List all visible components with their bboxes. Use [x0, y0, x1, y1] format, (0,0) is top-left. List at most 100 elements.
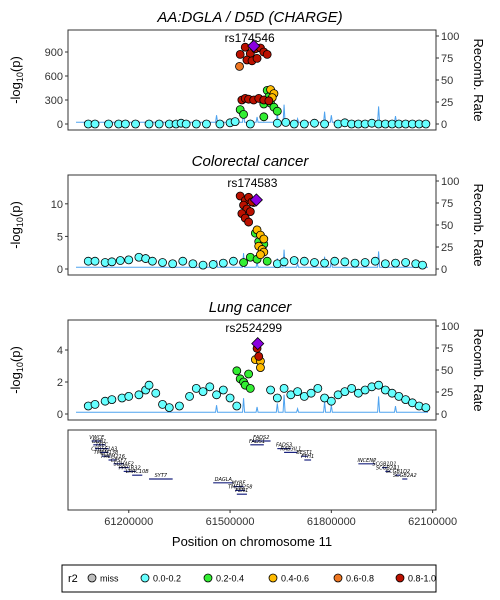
- panel-2: Colorectal cancer05100255075100-log10(p)…: [8, 153, 486, 276]
- snp-point-r2-0.0-0.2: [154, 119, 164, 129]
- snp-point-r2-0.0-0.2: [198, 260, 208, 270]
- gene-label: SCGB1D1: [372, 462, 396, 468]
- snp-point-r2-0.0-0.2: [212, 390, 221, 400]
- gene-label: FADS3: [276, 443, 292, 449]
- snp-point-r2-0.2-0.4: [245, 383, 255, 393]
- panel-title: AA:DGLA / D5D (CHARGE): [156, 9, 342, 26]
- gene-label: DAGLA: [215, 477, 233, 483]
- snp-point-r2-0.0-0.2: [320, 119, 329, 129]
- legend-label: 0.0-0.2: [153, 574, 181, 584]
- snp-point-r2-0.0-0.2: [279, 257, 289, 267]
- snp-point-r2-0.0-0.2: [299, 119, 309, 129]
- snp-point-r2-0.0-0.2: [266, 385, 275, 395]
- snp-point-r2-0.0-0.2: [181, 119, 191, 129]
- y-tick-label: 300: [45, 95, 63, 107]
- y-tick-label: 4: [57, 345, 63, 357]
- y2-tick-label: 50: [441, 365, 453, 377]
- y2-tick-label: 100: [441, 31, 459, 43]
- snp-point-r2-0.2-0.4: [232, 366, 242, 376]
- snp-point-r2-0.6-0.8: [235, 62, 244, 71]
- y2-tick-label: 50: [441, 220, 453, 232]
- snp-point-r2-0.0-0.2: [229, 256, 238, 266]
- x-axis-label: Position on chromosome 11: [172, 534, 332, 549]
- snp-point-r2-0.8-1.0: [252, 54, 262, 63]
- snp-point-r2-0.0-0.2: [299, 256, 309, 266]
- snp-point-r2-0.0-0.2: [164, 403, 174, 413]
- snp-point-r2-0.8-1.0: [244, 217, 254, 227]
- snp-point-r2-0.0-0.2: [232, 401, 242, 411]
- snp-point-r2-0.0-0.2: [340, 257, 350, 267]
- snp-point-r2-0.0-0.2: [168, 259, 178, 269]
- lead-snp-marker: [249, 193, 263, 207]
- gene-label: VWCE: [89, 435, 105, 441]
- snp-point-r2-0.0-0.2: [289, 256, 299, 265]
- lead-snp-label: rs2524299: [225, 321, 282, 335]
- snp-point-r2-0.0-0.2: [272, 118, 282, 128]
- snp-point-r2-0.0-0.2: [421, 403, 431, 413]
- snp-point-r2-0.0-0.2: [310, 258, 319, 267]
- gene-label: LRRC10B: [126, 469, 150, 475]
- snp-point-r2-0.0-0.2: [185, 391, 194, 401]
- snp-point-r2-0.0-0.2: [230, 117, 240, 126]
- y-tick-label: 5: [57, 231, 63, 243]
- y-tick-label: 0: [57, 119, 63, 131]
- snp-point-r2-0.0-0.2: [151, 388, 161, 398]
- y-tick-label: 2: [57, 377, 63, 389]
- snp-point-r2-0.0-0.2: [178, 256, 188, 266]
- snp-point-r2-0.0-0.2: [391, 258, 400, 268]
- recomb-rate-line: [76, 249, 428, 268]
- snp-point-r2-0.0-0.2: [148, 256, 157, 266]
- y2-axis-label: Recomb. Rate: [471, 38, 486, 121]
- snp-point-r2-0.0-0.2: [380, 259, 390, 269]
- gene-label: MYRF: [232, 481, 246, 487]
- y2-tick-label: 100: [441, 176, 459, 188]
- gene-track-border: [67, 429, 437, 511]
- snp-point-r2-0.0-0.2: [306, 388, 316, 398]
- legend-label: 0.6-0.8: [346, 574, 374, 584]
- snp-point-r2-0.0-0.2: [90, 256, 100, 266]
- snp-point-r2-0.0-0.2: [401, 258, 411, 267]
- y2-tick-label: 25: [441, 97, 453, 109]
- legend-swatch: [395, 573, 405, 583]
- snp-point-r2-0.0-0.2: [370, 256, 380, 266]
- panel-title: Colorectal cancer: [192, 153, 310, 170]
- snp-point-r2-0.4-0.6: [256, 250, 265, 260]
- recomb-rate-line: [76, 394, 428, 413]
- snp-point-r2-0.8-1.0: [264, 96, 274, 106]
- snp-point-r2-0.0-0.2: [310, 118, 319, 128]
- snp-point-r2-0.0-0.2: [115, 256, 125, 265]
- gene-label: TMEM138: [94, 450, 118, 456]
- snp-point-r2-0.0-0.2: [120, 119, 130, 129]
- snp-point-r2-0.0-0.2: [131, 119, 140, 129]
- snp-point-r2-0.0-0.2: [347, 383, 356, 393]
- snp-point-r2-0.2-0.4: [272, 106, 282, 116]
- snp-point-r2-0.0-0.2: [205, 382, 215, 392]
- snp-point-r2-0.0-0.2: [144, 119, 154, 129]
- snp-point-r2-0.0-0.2: [320, 258, 329, 268]
- snp-point-r2-0.0-0.2: [279, 383, 289, 393]
- snp-point-r2-0.0-0.2: [215, 119, 225, 129]
- snp-point-r2-0.0-0.2: [245, 119, 255, 129]
- snp-point-r2-0.0-0.2: [104, 119, 113, 129]
- legend-swatch: [87, 573, 97, 583]
- gene-label: SCGB2A2: [393, 473, 417, 479]
- gene-label: SCGB2A1: [376, 465, 400, 471]
- snp-point-r2-0.0-0.2: [124, 255, 134, 265]
- snp-point-r2-0.4-0.6: [259, 234, 269, 244]
- y2-tick-label: 25: [441, 242, 453, 254]
- snp-point-r2-0.0-0.2: [281, 118, 291, 127]
- legend: r2 miss 0.0-0.2 0.2-0.4 0.4-0.6 0.6-0.8 0.8-1.…: [61, 564, 437, 593]
- snp-point-r2-0.8-1.0: [235, 50, 245, 59]
- snp-point-r2-0.8-1.0: [262, 50, 272, 59]
- snp-point-r2-0.0-0.2: [134, 390, 144, 400]
- snp-point-r2-0.0-0.2: [360, 258, 370, 267]
- y2-tick-label: 0: [441, 119, 447, 131]
- y2-tick-label: 0: [441, 409, 447, 421]
- snp-point-r2-0.0-0.2: [191, 119, 201, 129]
- snp-point-r2-0.0-0.2: [418, 260, 427, 270]
- snp-point-r2-0.0-0.2: [124, 391, 134, 401]
- legend-swatch: [203, 573, 213, 583]
- gene-label: SCGB1D2: [386, 469, 410, 475]
- gene-label: BEST1: [296, 450, 312, 456]
- snp-point-r2-0.0-0.2: [144, 380, 154, 390]
